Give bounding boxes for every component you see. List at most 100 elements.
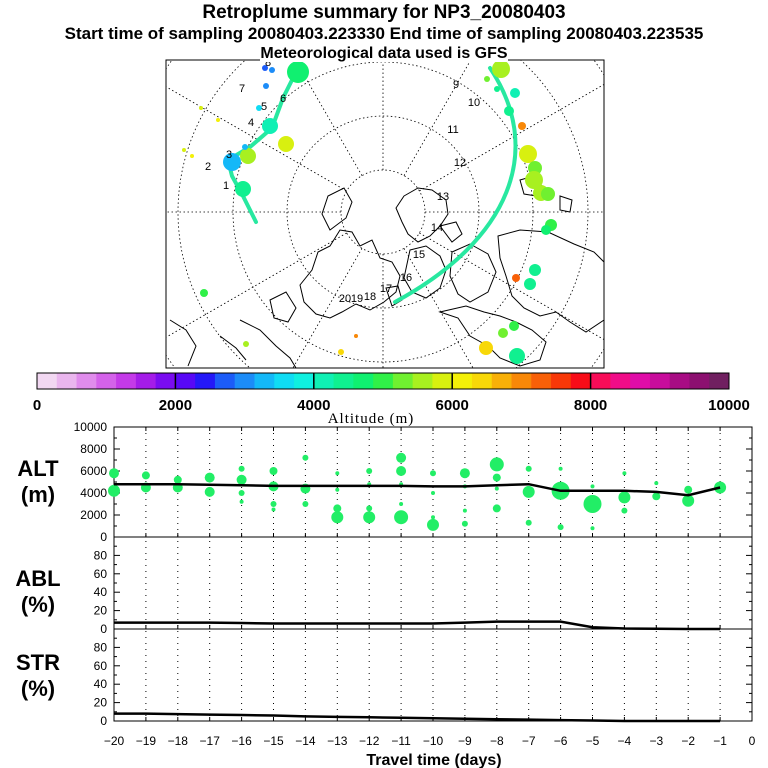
alt-point bbox=[269, 467, 278, 475]
day-label: 13 bbox=[437, 191, 449, 203]
alt-point bbox=[394, 510, 409, 525]
day-label: 20 bbox=[339, 293, 351, 305]
alt-point bbox=[558, 466, 563, 471]
y-tick-label: 2000 bbox=[80, 508, 107, 522]
colorbar-label: Altitude (m) bbox=[328, 411, 415, 427]
x-tick-label: −4 bbox=[618, 734, 632, 748]
colorbar-swatch bbox=[234, 373, 255, 389]
alt-point bbox=[271, 507, 276, 512]
cluster-marker bbox=[263, 83, 269, 89]
x-tick-label: −13 bbox=[327, 734, 348, 748]
colorbar-swatch bbox=[491, 373, 513, 389]
colorbar-ticks: 0 2000 4000 6000 8000 10000 bbox=[33, 373, 750, 414]
cluster-marker bbox=[242, 144, 248, 150]
x-tick-label: −19 bbox=[136, 734, 157, 748]
cluster-marker bbox=[541, 187, 555, 201]
met-data-caption: Meteorological data used is GFS bbox=[0, 45, 768, 63]
y-tick-label: 20 bbox=[94, 696, 108, 710]
day-label: 1 bbox=[223, 180, 229, 192]
sampling-times: Start time of sampling 20080403.223330 E… bbox=[64, 24, 704, 43]
colorbar-tick-label: 10000 bbox=[708, 397, 750, 414]
alt-point bbox=[366, 505, 373, 512]
colorbar-swatch bbox=[551, 373, 572, 389]
cluster-marker bbox=[262, 65, 268, 71]
coastlines bbox=[169, 175, 604, 368]
alt-point bbox=[494, 486, 499, 491]
day-label: 4 bbox=[248, 117, 254, 129]
cluster-marker bbox=[524, 278, 536, 290]
cluster-marker bbox=[243, 341, 249, 347]
cluster-marker bbox=[223, 153, 241, 171]
cluster-marker bbox=[519, 145, 537, 163]
colorbar-swatch bbox=[56, 373, 78, 389]
y-tick-label: 0 bbox=[100, 714, 107, 728]
cluster-marker bbox=[518, 122, 526, 130]
alt-point bbox=[173, 475, 182, 484]
day-label: 19 bbox=[351, 293, 363, 305]
colorbar-swatch bbox=[175, 373, 196, 389]
cluster-marker bbox=[525, 171, 543, 189]
alt-point bbox=[557, 524, 564, 531]
cluster-marker bbox=[256, 105, 262, 111]
cluster-marker bbox=[509, 348, 525, 364]
y-tick-label: 80 bbox=[94, 640, 108, 654]
x-tick-label: 0 bbox=[749, 734, 756, 748]
x-tick-label: −8 bbox=[490, 734, 504, 748]
y-tick-label: 6000 bbox=[80, 464, 107, 478]
alt-point bbox=[427, 518, 439, 531]
x-tick-label: −20 bbox=[104, 734, 125, 748]
x-tick-label: −14 bbox=[295, 734, 316, 748]
x-tick-label: −16 bbox=[231, 734, 252, 748]
alt-mean-line bbox=[114, 482, 721, 497]
cluster-marker bbox=[216, 118, 220, 122]
colorbar-swatch bbox=[155, 373, 176, 389]
alt-point bbox=[331, 511, 344, 524]
alt-point bbox=[461, 520, 468, 527]
x-tick-label: −5 bbox=[586, 734, 600, 748]
cluster-marker bbox=[235, 181, 251, 197]
str-line bbox=[114, 712, 721, 723]
alt-point bbox=[270, 501, 277, 507]
cluster-marker bbox=[494, 86, 500, 92]
str-panel-frame bbox=[113, 628, 753, 722]
colorbar-swatch bbox=[630, 373, 651, 389]
alt-point bbox=[459, 468, 470, 479]
day-label: 14 bbox=[431, 222, 443, 234]
altitude-colorbar: 0 2000 4000 6000 8000 10000 Altitude (m) bbox=[33, 372, 750, 427]
abl-panel-unit: (%) bbox=[21, 592, 55, 617]
cluster-marker bbox=[269, 67, 275, 73]
cluster-marker bbox=[200, 289, 208, 297]
alt-point bbox=[396, 452, 407, 463]
colorbar-tick-label: 4000 bbox=[297, 397, 330, 414]
colorbar-swatch bbox=[37, 373, 58, 389]
cluster-marker bbox=[510, 88, 520, 98]
y-tick-label: 40 bbox=[94, 585, 108, 599]
x-tick-label: −9 bbox=[458, 734, 472, 748]
day-label: 12 bbox=[454, 157, 466, 169]
met-data-text: Meteorological data used is GFS bbox=[260, 45, 508, 62]
cluster-marker bbox=[262, 118, 278, 134]
alt-point bbox=[108, 484, 120, 497]
colorbar-swatch bbox=[76, 373, 97, 389]
alt-panel-unit: (m) bbox=[21, 482, 55, 507]
day-label: 5 bbox=[261, 101, 267, 113]
day-label: 16 bbox=[400, 272, 412, 284]
colorbar-swatch bbox=[570, 373, 592, 389]
y-tick-label: 0 bbox=[100, 530, 107, 544]
alt-point bbox=[431, 491, 435, 495]
alt-point bbox=[583, 495, 602, 513]
alt-point bbox=[492, 473, 501, 482]
cluster-marker bbox=[484, 76, 490, 82]
alt-panel-label: ALT bbox=[17, 456, 59, 481]
cluster-marker bbox=[278, 136, 294, 152]
day-label: 8 bbox=[265, 57, 271, 69]
alt-point bbox=[333, 504, 342, 513]
alt-point bbox=[141, 471, 150, 480]
colorbar-tick-label: 2000 bbox=[159, 397, 192, 414]
x-tick-label: −11 bbox=[391, 734, 411, 748]
colorbar-swatch bbox=[254, 373, 275, 389]
x-tick-label: −6 bbox=[554, 734, 568, 748]
cluster-marker bbox=[338, 349, 344, 355]
